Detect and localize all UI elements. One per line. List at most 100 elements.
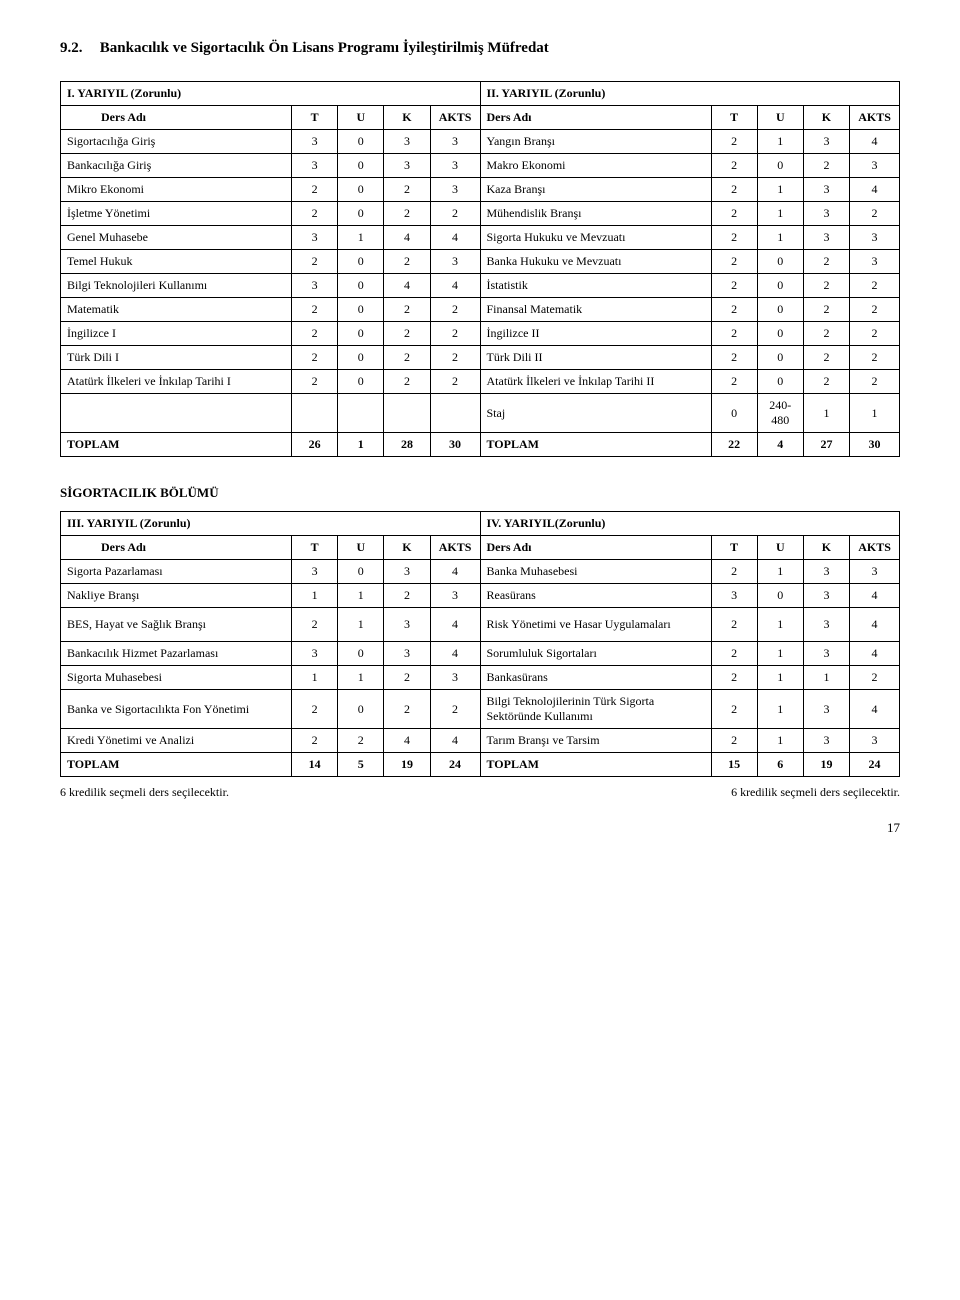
course-value: 2 <box>292 178 338 202</box>
course-value: 2 <box>338 729 384 753</box>
course-value: 2 <box>430 298 480 322</box>
course-value: 2 <box>384 690 430 729</box>
course-name: Türk Dili II <box>480 346 711 370</box>
course-value: 2 <box>384 584 430 608</box>
course-value: 3 <box>384 560 430 584</box>
course-value: 0 <box>757 346 803 370</box>
course-value: 2 <box>384 298 430 322</box>
course-value: 3 <box>292 154 338 178</box>
course-value: 3 <box>384 642 430 666</box>
semester-title-left: III. YARIYIL (Zorunlu) <box>61 512 481 536</box>
course-value: 2 <box>803 322 849 346</box>
page-number: 17 <box>60 820 900 836</box>
course-value: 2 <box>850 346 900 370</box>
course-value: 2 <box>850 202 900 226</box>
total-cell: TOPLAM <box>480 433 711 457</box>
total-cell: 19 <box>803 753 849 777</box>
course-value: 0 <box>338 322 384 346</box>
course-name: İşletme Yönetimi <box>61 202 292 226</box>
course-value: 2 <box>803 298 849 322</box>
footer-notes: 6 kredilik seçmeli ders seçilecektir. 6 … <box>60 785 900 800</box>
course-name: Banka ve Sigortacılıkta Fon Yönetimi <box>61 690 292 729</box>
course-value: 2 <box>430 202 480 226</box>
column-header: AKTS <box>850 536 900 560</box>
course-value: 2 <box>292 250 338 274</box>
course-value: 2 <box>292 298 338 322</box>
course-value: 3 <box>803 642 849 666</box>
course-value: 2 <box>711 322 757 346</box>
course-value: 0 <box>338 130 384 154</box>
course-name: Atatürk İlkeleri ve İnkılap Tarihi II <box>480 370 711 394</box>
column-header: K <box>803 106 849 130</box>
course-value: 4 <box>850 584 900 608</box>
staj-cell <box>338 394 384 433</box>
footnote-right: 6 kredilik seçmeli ders seçilecektir. <box>731 785 900 800</box>
course-value: 1 <box>757 202 803 226</box>
course-value: 4 <box>430 642 480 666</box>
course-value: 2 <box>384 322 430 346</box>
course-value: 3 <box>430 130 480 154</box>
course-value: 4 <box>384 274 430 298</box>
total-cell: 26 <box>292 433 338 457</box>
course-value: 3 <box>292 642 338 666</box>
course-value: 2 <box>711 690 757 729</box>
course-name: Atatürk İlkeleri ve İnkılap Tarihi I <box>61 370 292 394</box>
total-cell: 30 <box>850 433 900 457</box>
section-heading: 9.2. Bankacılık ve Sigortacılık Ön Lisan… <box>60 40 900 57</box>
course-value: 1 <box>292 584 338 608</box>
course-value: 2 <box>711 346 757 370</box>
course-value: 2 <box>803 250 849 274</box>
semester-title-right: II. YARIYIL (Zorunlu) <box>480 82 900 106</box>
course-name: İngilizce I <box>61 322 292 346</box>
course-name: Risk Yönetimi ve Hasar Uygulamaları <box>480 608 711 642</box>
staj-cell <box>430 394 480 433</box>
course-value: 2 <box>430 322 480 346</box>
course-value: 0 <box>757 584 803 608</box>
staj-cell <box>292 394 338 433</box>
course-value: 1 <box>757 690 803 729</box>
course-value: 1 <box>757 178 803 202</box>
total-cell: 19 <box>384 753 430 777</box>
total-cell: 1 <box>338 433 384 457</box>
course-value: 2 <box>430 690 480 729</box>
course-value: 3 <box>430 584 480 608</box>
column-header: K <box>384 536 430 560</box>
course-value: 3 <box>292 560 338 584</box>
semester-title-right: IV. YARIYIL(Zorunlu) <box>480 512 900 536</box>
course-value: 2 <box>384 370 430 394</box>
course-value: 4 <box>430 729 480 753</box>
course-value: 0 <box>338 370 384 394</box>
course-value: 1 <box>757 560 803 584</box>
column-header: Ders Adı <box>61 106 292 130</box>
course-value: 3 <box>430 666 480 690</box>
course-value: 3 <box>850 729 900 753</box>
course-value: 3 <box>292 130 338 154</box>
course-name: Tarım Branşı ve Tarsim <box>480 729 711 753</box>
course-value: 0 <box>757 274 803 298</box>
course-value: 1 <box>292 666 338 690</box>
course-value: 3 <box>803 560 849 584</box>
course-value: 3 <box>430 178 480 202</box>
course-value: 2 <box>292 370 338 394</box>
course-value: 2 <box>850 666 900 690</box>
course-value: 3 <box>384 608 430 642</box>
course-value: 4 <box>850 608 900 642</box>
course-value: 3 <box>430 154 480 178</box>
course-value: 2 <box>711 298 757 322</box>
column-header: K <box>803 536 849 560</box>
total-cell: 28 <box>384 433 430 457</box>
heading-text: Bankacılık ve Sigortacılık Ön Lisans Pro… <box>100 40 549 56</box>
course-value: 0 <box>338 560 384 584</box>
column-header: U <box>757 106 803 130</box>
course-name: Reasürans <box>480 584 711 608</box>
column-header: AKTS <box>430 106 480 130</box>
column-header: T <box>292 536 338 560</box>
course-value: 2 <box>711 729 757 753</box>
course-value: 2 <box>803 346 849 370</box>
course-value: 4 <box>430 226 480 250</box>
course-value: 3 <box>850 250 900 274</box>
course-value: 1 <box>757 642 803 666</box>
course-name: BES, Hayat ve Sağlık Branşı <box>61 608 292 642</box>
course-value: 2 <box>711 202 757 226</box>
course-name: Makro Ekonomi <box>480 154 711 178</box>
